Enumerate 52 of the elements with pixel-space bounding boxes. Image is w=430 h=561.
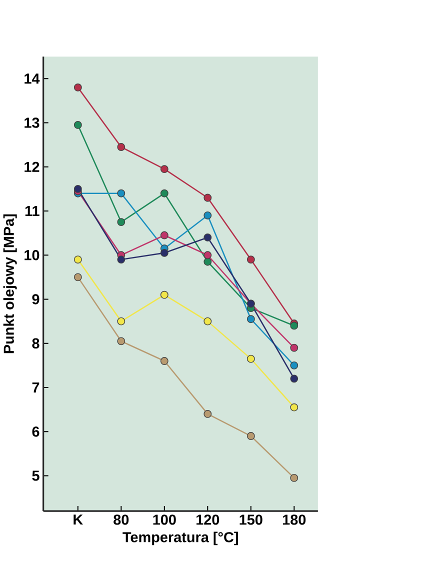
point (74, 184, 82, 193)
y-tick-label: 13 (24, 118, 40, 128)
y-tick-label: 11 (26, 206, 40, 216)
x-tick-label: 100 (153, 514, 176, 525)
point (204, 410, 212, 418)
y-tick-label: 14 (24, 74, 40, 84)
point (204, 317, 212, 326)
point (290, 474, 298, 482)
x-tick-label: 120 (196, 514, 220, 525)
y-tick-label: 6 (32, 426, 40, 437)
y-tick-label: 12 (24, 162, 40, 172)
point (247, 432, 256, 440)
point (160, 357, 169, 365)
point (117, 189, 126, 198)
point (160, 231, 169, 240)
x-tick-label: K (74, 514, 84, 525)
point (117, 256, 126, 264)
point (74, 256, 82, 264)
point (247, 354, 256, 363)
point (290, 403, 298, 412)
point (204, 258, 212, 266)
point (117, 218, 126, 226)
point (117, 317, 126, 326)
point (290, 361, 298, 370)
y-tick-label: 10 (24, 250, 40, 260)
point (74, 121, 82, 129)
point (290, 344, 298, 352)
point (117, 337, 126, 346)
point (247, 315, 256, 324)
point (204, 211, 212, 220)
point (204, 234, 212, 242)
x-axis-title: Temperatura [°C] (122, 532, 238, 546)
y-tick-label: 8 (32, 338, 40, 348)
y-tick-label: 7 (32, 382, 40, 392)
point (160, 248, 169, 257)
y-axis-title: Punkt olejowy [MPa] (4, 214, 17, 354)
point (204, 194, 212, 202)
point (160, 165, 169, 174)
point (204, 251, 212, 260)
point (74, 83, 82, 92)
point (160, 189, 169, 198)
y-tick-label: 9 (32, 294, 40, 304)
point (247, 256, 256, 264)
point (74, 273, 82, 282)
x-tick-label: 180 (283, 514, 306, 525)
point (117, 143, 126, 151)
x-tick-label: 150 (240, 514, 263, 525)
point (290, 322, 298, 330)
y-tick-label: 5 (32, 470, 40, 481)
point (160, 290, 169, 299)
point (290, 374, 298, 383)
x-tick-label: 80 (114, 514, 129, 525)
